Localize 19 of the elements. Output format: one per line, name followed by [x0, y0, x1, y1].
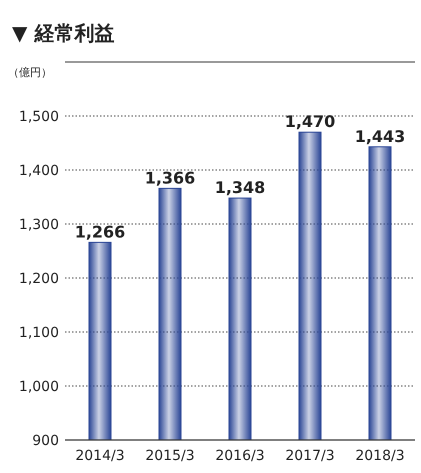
data-label: 1,348 — [214, 178, 266, 198]
y-tick-label: 1,300 — [18, 217, 59, 233]
y-tick-label: 900 — [32, 433, 59, 449]
data-label: 1,266 — [74, 222, 126, 242]
data-label: 1,470 — [284, 112, 336, 132]
y-tick-label: 1,200 — [18, 271, 59, 287]
y-tick-label: 1,500 — [18, 109, 59, 125]
y-tick-label: 1,000 — [18, 379, 59, 395]
chart-title: ▼ 経常利益 — [12, 21, 114, 45]
data-label: 1,366 — [144, 168, 196, 188]
y-axis-title: （億円） — [8, 66, 52, 79]
y-tick-label: 1,400 — [18, 163, 59, 179]
x-tick-label: 2014/3 — [75, 448, 125, 464]
x-tick-label: 2017/3 — [285, 448, 335, 464]
x-tick-label: 2015/3 — [145, 448, 195, 464]
x-tick-label: 2016/3 — [215, 448, 265, 464]
data-label: 1,443 — [354, 126, 406, 146]
x-tick-label: 2018/3 — [355, 448, 405, 464]
y-tick-label: 1,100 — [18, 325, 59, 341]
